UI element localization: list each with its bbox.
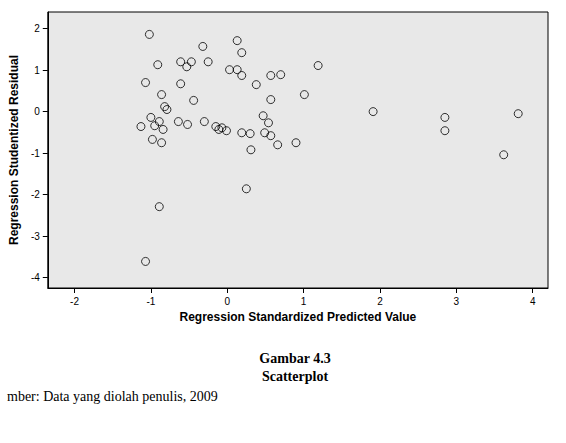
svg-text:Scatterplot: Scatterplot — [262, 369, 328, 384]
svg-text:-2: -2 — [31, 189, 40, 200]
svg-text:1: 1 — [301, 296, 307, 307]
svg-text:-1: -1 — [31, 148, 40, 159]
svg-text:1: 1 — [34, 65, 40, 76]
svg-text:2: 2 — [34, 23, 40, 34]
svg-text:-4: -4 — [31, 272, 40, 283]
svg-text:2: 2 — [377, 296, 383, 307]
svg-text:mber: Data yang diolah penulis: mber: Data yang diolah penulis, 2009 — [7, 389, 218, 404]
svg-text:Regression Studentized Residua: Regression Studentized Residual — [7, 55, 21, 245]
svg-text:4: 4 — [530, 296, 536, 307]
svg-text:0: 0 — [224, 296, 230, 307]
svg-text:0: 0 — [34, 106, 40, 117]
svg-text:Gambar 4.3: Gambar 4.3 — [259, 351, 330, 366]
svg-text:-2: -2 — [70, 296, 79, 307]
svg-text:Regression Standardized Predic: Regression Standardized Predicted Value — [180, 310, 417, 324]
svg-text:3: 3 — [454, 296, 460, 307]
svg-text:-1: -1 — [146, 296, 155, 307]
svg-text:-3: -3 — [31, 231, 40, 242]
